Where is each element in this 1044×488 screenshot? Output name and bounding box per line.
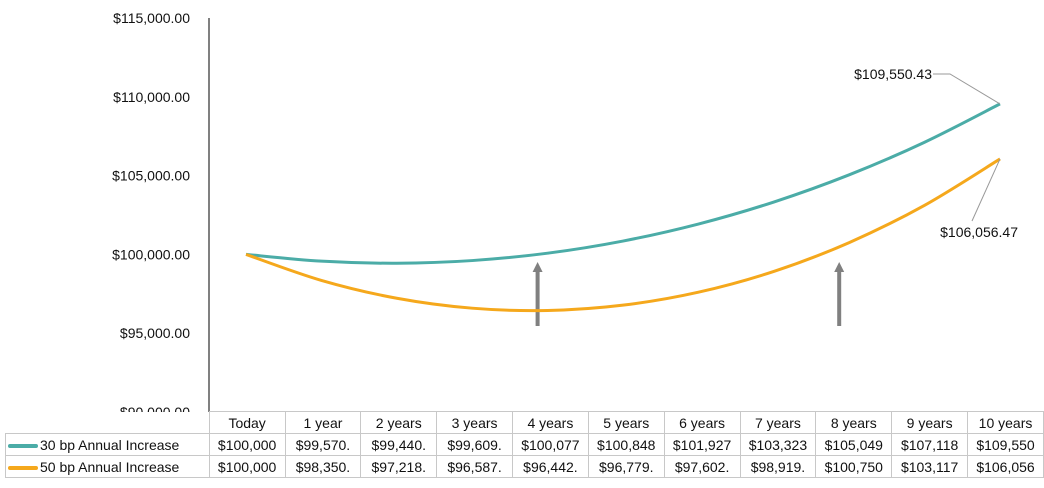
table-cell: $100,000 [208, 455, 286, 478]
col-header: 4 years [511, 411, 589, 434]
table-cell: $96,442. [511, 455, 589, 478]
table-header-row: Today 1 year 2 years 3 years 4 years 5 y… [5, 411, 1044, 434]
table-corner [5, 411, 210, 434]
table-cell: $97,602. [663, 455, 741, 478]
col-header: 7 years [739, 411, 817, 434]
y-tick-label: $110,000.00 [113, 89, 190, 105]
col-header: 1 year [284, 411, 362, 434]
table-cell: $96,779. [587, 455, 665, 478]
y-tick-label: $105,000.00 [112, 168, 190, 184]
legend-swatch [8, 465, 38, 470]
series-lines [245, 102, 1001, 313]
col-header: 6 years [663, 411, 741, 434]
legend-label: 30 bp Annual Increase [40, 436, 180, 453]
table-cell: $109,550 [967, 433, 1044, 456]
table-row-series-1: 30 bp Annual Increase $100,000 $99,570. … [5, 433, 1044, 456]
table-cell: $99,570. [284, 433, 362, 456]
table-cell: $100,750 [815, 455, 893, 478]
col-header: 8 years [815, 411, 893, 434]
arrows [532, 262, 845, 326]
table-cell: $98,350. [284, 455, 362, 478]
table-cell: $105,049 [815, 433, 893, 456]
table-cell: $99,609. [436, 433, 513, 456]
col-header: Today [208, 411, 286, 434]
table-cell: $99,440. [360, 433, 438, 456]
table-cell: $98,919. [739, 455, 817, 478]
legend-key-series-2: 50 bp Annual Increase [5, 455, 210, 478]
legend-key-series-1: 30 bp Annual Increase [5, 433, 210, 456]
annotations: $109,550.43 $106,056.47 [854, 66, 1018, 240]
annotation-label: $109,550.43 [854, 66, 932, 82]
arrow-head [834, 262, 845, 272]
legend-label: 50 bp Annual Increase [40, 458, 180, 475]
table-cell: $100,077 [511, 433, 589, 456]
table-cell: $103,117 [891, 455, 969, 478]
table-cell: $100,848 [587, 433, 665, 456]
table-cell: $107,118 [891, 433, 969, 456]
y-tick-label: $90,000.00 [120, 404, 190, 412]
y-tick-label: $115,000.00 [113, 10, 190, 26]
table-row-series-2: 50 bp Annual Increase $100,000 $98,350. … [5, 455, 1044, 478]
legend-swatch [8, 443, 38, 448]
col-header: 3 years [436, 411, 513, 434]
annotation-leader [933, 73, 1001, 105]
y-tick-label: $100,000.00 [112, 246, 190, 262]
col-header: 2 years [360, 411, 438, 434]
data-table: Today 1 year 2 years 3 years 4 years 5 y… [5, 411, 1044, 478]
line-chart: $90,000.00 $95,000.00 $100,000.00 $105,000.… [112, 10, 1018, 412]
arrow-head [532, 262, 543, 272]
y-tick-label: $95,000.00 [120, 325, 190, 341]
series-line-1 [245, 102, 1001, 265]
col-header: 10 years [967, 411, 1044, 434]
table-cell: $97,218. [360, 455, 438, 478]
table-cell: $106,056 [967, 455, 1044, 478]
annotation-label: $106,056.47 [940, 224, 1018, 240]
col-header: 9 years [891, 411, 969, 434]
table-cell: $103,323 [739, 433, 817, 456]
col-header: 5 years [587, 411, 665, 434]
table-cell: $96,587. [436, 455, 513, 478]
annotation-leader [971, 158, 1001, 222]
table-cell: $101,927 [663, 433, 741, 456]
y-axis: $90,000.00 $95,000.00 $100,000.00 $105,000.… [112, 10, 210, 412]
series-line-2 [245, 157, 1001, 313]
table-cell: $100,000 [208, 433, 286, 456]
